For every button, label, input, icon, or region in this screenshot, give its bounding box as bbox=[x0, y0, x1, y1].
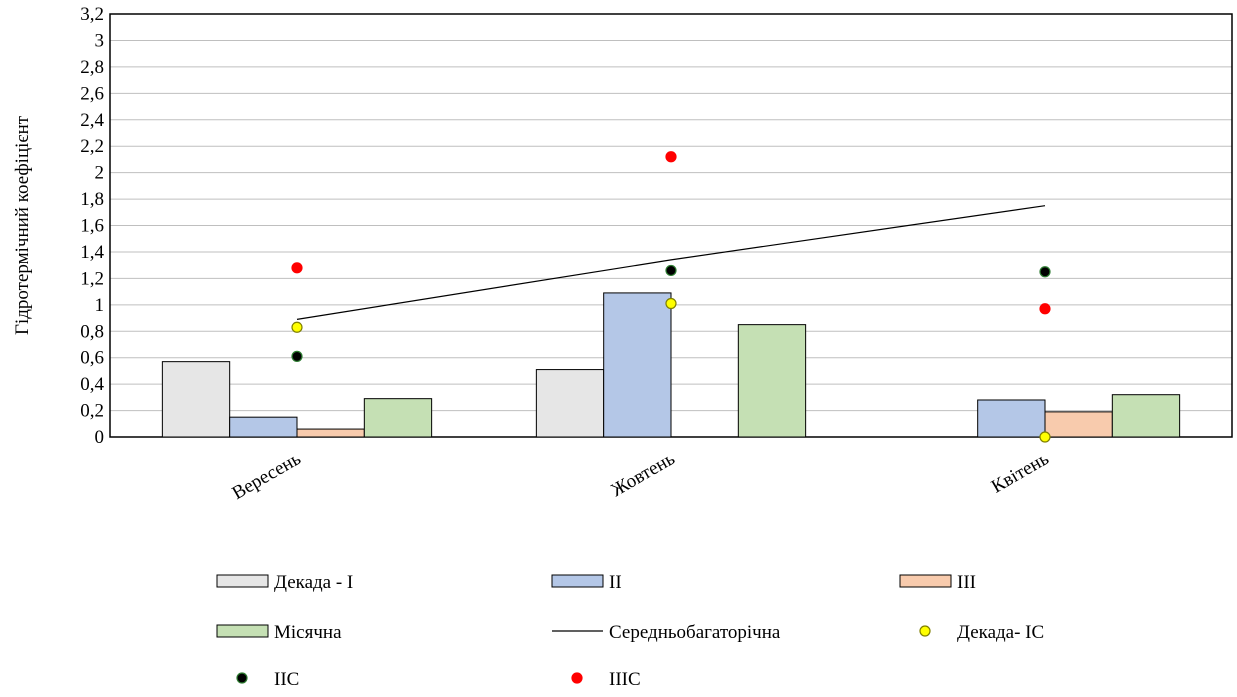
legend-label: II bbox=[609, 572, 622, 593]
y-tick-label: 1,8 bbox=[80, 189, 104, 210]
data-point bbox=[665, 151, 677, 163]
data-point bbox=[291, 262, 303, 274]
bar bbox=[1044, 411, 1113, 438]
legend-swatch bbox=[919, 625, 931, 637]
data-point bbox=[1039, 303, 1051, 315]
bar bbox=[535, 369, 605, 438]
legend-label: Середньобагаторічна bbox=[609, 622, 781, 643]
bar bbox=[363, 398, 433, 438]
y-tick-label: 0,4 bbox=[80, 374, 104, 395]
legend-swatch bbox=[899, 574, 952, 588]
x-tick-label: Жовтень bbox=[608, 448, 679, 501]
legend-swatch bbox=[571, 672, 583, 684]
y-tick-label: 2,2 bbox=[80, 136, 104, 157]
y-tick-label: 0,6 bbox=[80, 348, 104, 369]
y-tick-label: 0 bbox=[95, 427, 105, 448]
legend-label: Місячна bbox=[274, 622, 342, 643]
legend-swatch bbox=[216, 574, 269, 588]
legend-swatch bbox=[551, 574, 604, 588]
data-point bbox=[665, 297, 677, 310]
legend-swatch bbox=[216, 624, 269, 638]
legend-label: IIIC bbox=[609, 669, 641, 690]
legend-label: Декада - I bbox=[274, 572, 353, 593]
y-tick-label: 3 bbox=[95, 30, 105, 51]
data-point bbox=[291, 350, 303, 362]
y-tick-label: 2,6 bbox=[80, 83, 104, 104]
y-tick-label: 3,2 bbox=[80, 4, 104, 25]
y-tick-label: 1,4 bbox=[80, 242, 104, 263]
y-tick-label: 1,6 bbox=[80, 216, 104, 237]
legend-label: III bbox=[957, 572, 976, 593]
y-tick-label: 1,2 bbox=[80, 268, 104, 289]
data-point bbox=[291, 321, 303, 333]
x-tick-label: Квітень bbox=[988, 448, 1053, 498]
bar bbox=[603, 292, 672, 438]
bar bbox=[161, 361, 231, 438]
bar bbox=[229, 416, 298, 438]
legend-label: IIC bbox=[274, 669, 299, 690]
legend-label: Декада- IC bbox=[957, 622, 1044, 643]
y-tick-label: 2,8 bbox=[80, 57, 104, 78]
y-tick-label: 0,2 bbox=[80, 401, 104, 422]
y-tick-label: 0,8 bbox=[80, 321, 104, 342]
bar bbox=[737, 324, 807, 438]
x-tick-label: Вересень bbox=[229, 448, 305, 504]
legend-swatch bbox=[236, 672, 248, 684]
data-point bbox=[1039, 431, 1051, 443]
data-point bbox=[1039, 266, 1051, 278]
series-line bbox=[296, 205, 1046, 320]
y-axis-title: Гідротермічний коефіцієнт bbox=[12, 115, 33, 335]
bar bbox=[296, 428, 365, 438]
bar bbox=[1111, 394, 1181, 438]
bar bbox=[977, 399, 1046, 438]
y-tick-label: 2,4 bbox=[80, 110, 104, 131]
data-point bbox=[665, 264, 677, 277]
y-tick-label: 2 bbox=[95, 163, 105, 184]
y-tick-label: 1 bbox=[95, 295, 105, 316]
